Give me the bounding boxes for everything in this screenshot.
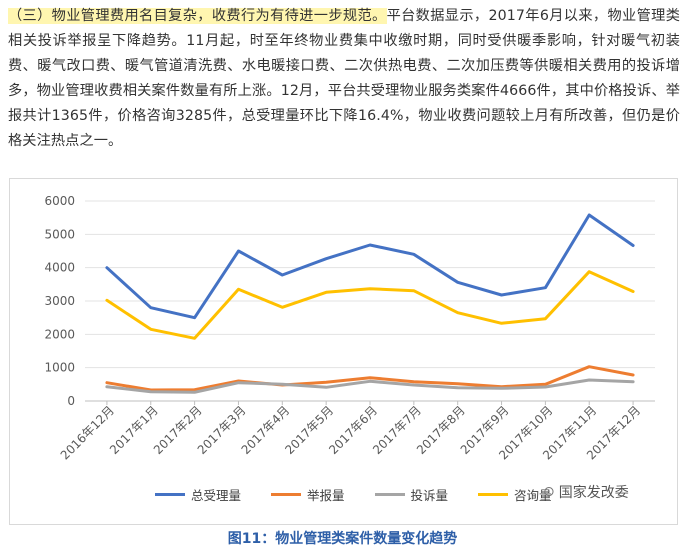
chart-legend: 总受理量 举报量 投诉量 咨询量 bbox=[155, 485, 582, 503]
series-line-2 bbox=[105, 378, 635, 394]
wechat-icon: ⊙ bbox=[543, 484, 555, 500]
legend-item-0: 总受理量 bbox=[155, 485, 241, 504]
y-tick-label: 2000 bbox=[44, 327, 75, 341]
section-heading-highlight: （三）物业管理费用名目复杂，收费行为有待进一步规范。 bbox=[8, 8, 387, 24]
y-tick-label: 4000 bbox=[44, 261, 75, 275]
legend-item-1: 举报量 bbox=[271, 485, 345, 504]
figure-caption: 图11：物业管理类案件数量变化趋势 bbox=[227, 531, 458, 547]
x-tick-label: 2016年12月 bbox=[58, 403, 117, 462]
series-line-3 bbox=[105, 270, 635, 340]
intro-paragraph: （三）物业管理费用名目复杂，收费行为有待进一步规范。平台数据显示，2017年6月… bbox=[8, 4, 680, 154]
legend-swatch bbox=[271, 492, 302, 496]
legend-swatch bbox=[155, 492, 185, 496]
y-tick-label: 5000 bbox=[44, 227, 75, 241]
series-line-0 bbox=[105, 213, 635, 320]
legend-label: 总受理量 bbox=[191, 487, 242, 503]
y-tick-label: 0 bbox=[67, 394, 75, 408]
legend-swatch bbox=[374, 492, 405, 496]
legend-item-3: 咨询量 bbox=[478, 485, 552, 504]
legend-item-2: 投诉量 bbox=[374, 485, 449, 504]
watermark-text: 国家发改委 bbox=[558, 485, 629, 501]
legend-label: 咨询量 bbox=[514, 487, 552, 503]
y-tick-label: 1000 bbox=[44, 361, 75, 375]
legend-swatch bbox=[478, 492, 509, 496]
series-line-1 bbox=[105, 365, 635, 392]
y-tick-label: 3000 bbox=[44, 294, 75, 308]
y-tick-label: 6000 bbox=[44, 194, 75, 208]
watermark: ⊙ 国家发改委 bbox=[543, 482, 629, 502]
paragraph-body: 平台数据显示，2017年6月以来，物业管理类相关投诉举报呈下降趋势。11月起，时… bbox=[8, 8, 680, 149]
legend-label: 举报量 bbox=[307, 487, 345, 503]
chart-container: 0 1000 2000 3000 4000 5000 6000 2016年12月 2017年1… bbox=[9, 178, 678, 525]
legend-label: 投诉量 bbox=[410, 487, 449, 503]
